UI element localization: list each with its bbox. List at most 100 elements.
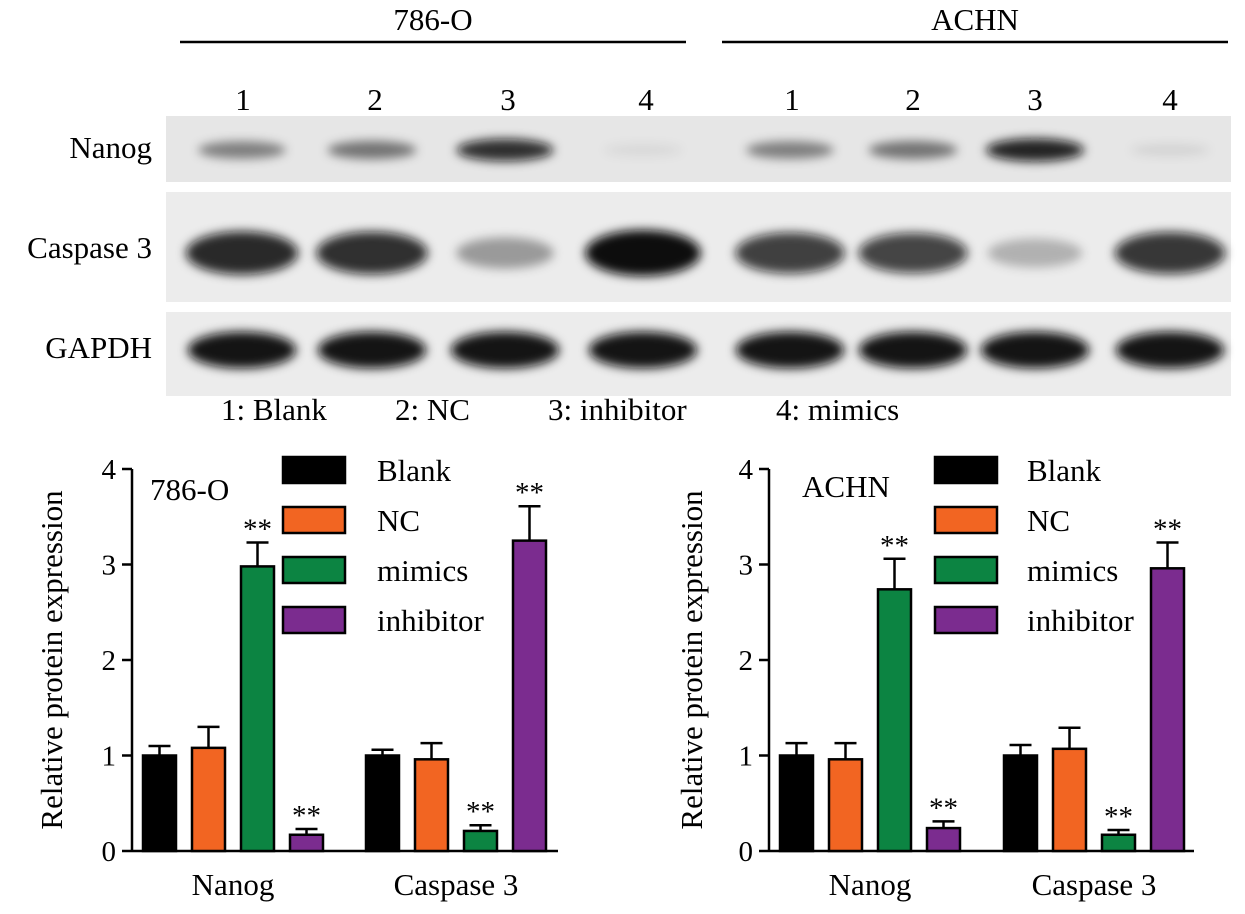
blot-band-nanog (868, 140, 958, 160)
bar-blank-nanog (778, 754, 815, 853)
significance-mark: ** (1153, 514, 1182, 546)
lane-number-labels: 1 2 3 4 1 2 3 4 (235, 82, 1178, 117)
y-axis-label: Relative protein expression (674, 490, 709, 830)
bar-inhibitor-nanog (925, 826, 962, 853)
legend-label-nc: NC (1027, 503, 1070, 538)
blot-band-caspase-3 (316, 231, 428, 275)
legend-swatch-mimics (933, 555, 999, 585)
blot-band-caspase-3 (858, 232, 968, 274)
legend-label-mimics: mimics (377, 553, 468, 588)
bar-mimics-caspase-3 (1100, 833, 1137, 853)
lane-number: 1 (235, 82, 251, 117)
y-tick-label: 3 (739, 550, 754, 582)
blot-band-gapdh (980, 331, 1090, 369)
blot-band-nanog (198, 141, 286, 159)
y-tick-label: 4 (739, 454, 754, 486)
significance-mark: ** (1104, 801, 1133, 833)
x-tick-label: Caspase 3 (1032, 867, 1157, 902)
blot-band-gapdh (187, 331, 297, 369)
legend-swatch-mimics (281, 555, 347, 585)
lane-legend: 1: Blank 2: NC 3: inhibitor 4: mimics (221, 392, 899, 427)
y-tick-label: 4 (102, 454, 117, 486)
blot-band-caspase-3 (1114, 232, 1226, 274)
blot-band-gapdh (858, 331, 968, 369)
row-label-nanog: Nanog (69, 130, 152, 165)
blot-band-caspase-3 (735, 232, 845, 274)
bar-mimics-nanog (239, 565, 276, 853)
blot-band-gapdh (317, 331, 427, 369)
legend-label-inhibitor: inhibitor (377, 603, 484, 638)
lane-legend-item: 1: Blank (221, 392, 327, 427)
significance-mark: ** (292, 800, 321, 832)
lane-number: 2 (905, 82, 921, 117)
chart-title: ACHN (802, 469, 890, 504)
significance-mark: ** (515, 477, 544, 509)
bar-inhibitor-caspase-3 (1149, 567, 1186, 853)
y-tick-label: 0 (739, 836, 754, 868)
blot-band-gapdh (450, 331, 560, 369)
lane-number: 1 (784, 82, 800, 117)
bar-nc-caspase-3 (1051, 747, 1088, 853)
y-axis-label: Relative protein expression (34, 490, 69, 830)
bar-nc-nanog (827, 758, 864, 853)
legend-swatch-blank (281, 455, 347, 485)
lane-legend-item: 3: inhibitor (548, 392, 687, 427)
blot-band-gapdh (588, 331, 698, 369)
y-tick-label: 2 (739, 645, 754, 677)
significance-mark: ** (929, 792, 958, 824)
bar-inhibitor-nanog (288, 833, 325, 853)
lane-number: 4 (1162, 82, 1178, 117)
blot-band-gapdh (735, 331, 845, 369)
blot-band-gapdh (1115, 331, 1225, 369)
x-tick-label: Caspase 3 (394, 867, 519, 902)
lane-legend-item: 2: NC (395, 392, 470, 427)
y-tick-label: 1 (102, 741, 117, 773)
y-tick-label: 0 (102, 836, 117, 868)
lane-number: 3 (1027, 82, 1043, 117)
significance-mark: ** (880, 530, 909, 562)
bar-blank-caspase-3 (1002, 754, 1039, 853)
lane-number: 4 (638, 82, 654, 117)
western-blot-panel: 786-O ACHN 1 2 3 4 1 2 3 4 Nanog Caspase… (27, 2, 1231, 427)
significance-mark: ** (243, 514, 272, 546)
y-tick-label: 1 (739, 741, 754, 773)
blot-band-nanog (746, 141, 834, 159)
blot-band-caspase-3 (456, 237, 554, 269)
blot-band-nanog (327, 140, 417, 160)
legend-label-mimics: mimics (1027, 553, 1118, 588)
lane-number: 3 (500, 82, 516, 117)
legend-label-nc: NC (377, 503, 420, 538)
cell-line-label-achn: ACHN (931, 2, 1019, 37)
legend-label-inhibitor: inhibitor (1027, 603, 1134, 638)
bar-nc-caspase-3 (413, 758, 450, 853)
blot-band-caspase-3 (987, 238, 1083, 268)
bar-nc-nanog (190, 746, 227, 853)
legend-swatch-inhibitor (281, 605, 347, 635)
y-tick-label: 2 (102, 645, 117, 677)
blot-band-caspase-3 (585, 229, 701, 277)
bar-chart-achn: 0 1 2 3 4 Relative protein expression ACHN ** **… (674, 453, 1194, 902)
blot-band-nanog (1130, 143, 1210, 157)
legend-swatch-nc (933, 505, 999, 535)
legend-swatch-nc (281, 505, 347, 535)
bar-inhibitor-caspase-3 (511, 539, 548, 853)
blot-band-nanog (603, 143, 683, 157)
legend-swatch-blank (933, 455, 999, 485)
bar-chart-786-o: 0 1 2 3 4 Relative protein expression 786-O ** *… (34, 453, 558, 902)
blot-band-nanog (456, 138, 554, 162)
legend-label-blank: Blank (377, 453, 452, 488)
significance-mark: ** (466, 796, 495, 828)
blot-band-nanog (985, 138, 1085, 162)
blot-bands (185, 138, 1226, 369)
row-label-gapdh: GAPDH (45, 330, 152, 365)
bar-blank-nanog (141, 754, 178, 853)
row-label-caspase-3: Caspase 3 (27, 230, 152, 265)
lane-number: 2 (367, 82, 383, 117)
blot-band-caspase-3 (185, 231, 299, 275)
lane-legend-item: 4: mimics (776, 392, 899, 427)
legend-label-blank: Blank (1027, 453, 1102, 488)
y-tick-label: 3 (102, 550, 117, 582)
bar-mimics-caspase-3 (462, 829, 499, 853)
cell-line-label-786-o: 786-O (393, 2, 472, 37)
